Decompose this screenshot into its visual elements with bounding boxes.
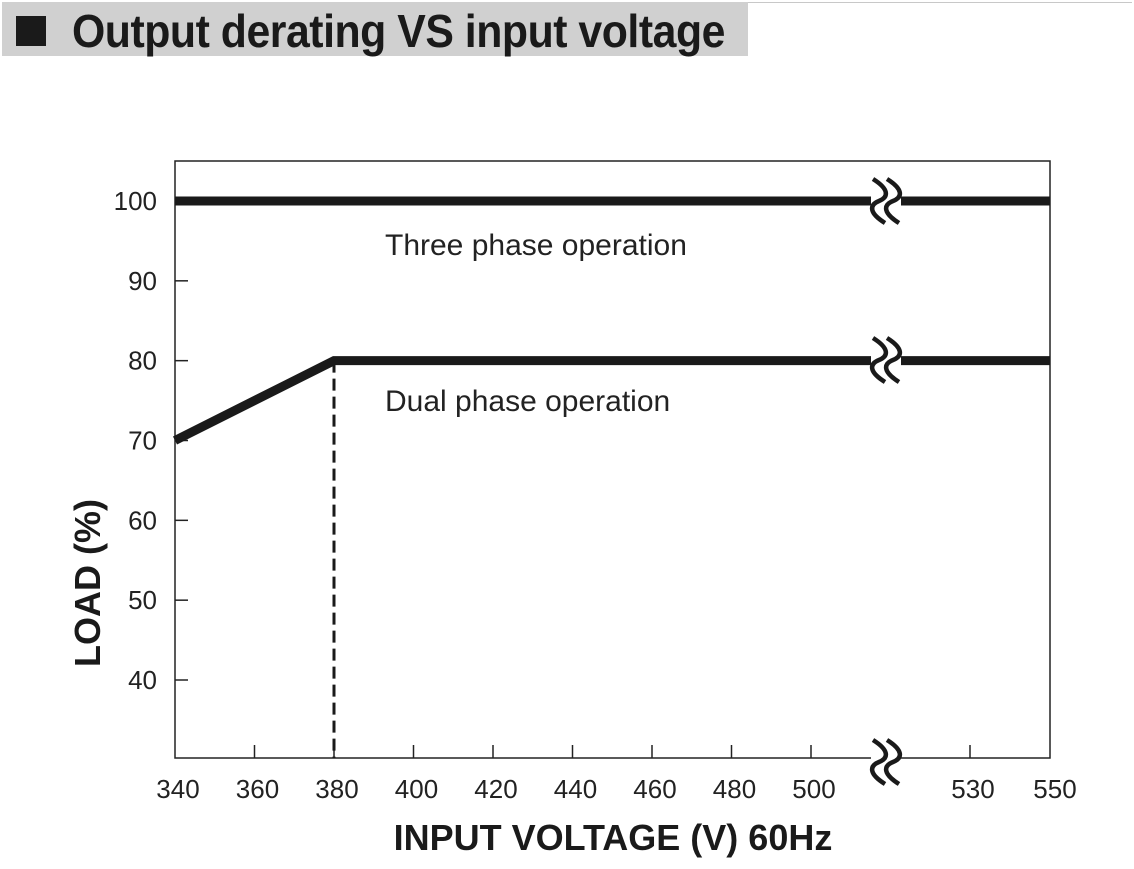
x-tick-label: 460 xyxy=(633,774,676,804)
x-tick-label: 480 xyxy=(713,774,756,804)
y-tick-label: 60 xyxy=(128,505,157,535)
y-axis-title: LOAD (%) xyxy=(67,499,108,667)
y-tick-label: 40 xyxy=(128,665,157,695)
x-tick-label: 360 xyxy=(236,774,279,804)
x-tick-label: 530 xyxy=(951,774,994,804)
axis-break-stroke xyxy=(884,738,902,786)
title-square-icon xyxy=(16,16,46,46)
axis-break-stroke xyxy=(870,177,888,225)
y-tick-label: 80 xyxy=(128,346,157,376)
x-tick-label: 340 xyxy=(156,774,199,804)
x-tick-label: 380 xyxy=(315,774,358,804)
axis-break-icon xyxy=(870,738,902,786)
axis-break-stroke xyxy=(884,177,902,225)
chart-title: Output derating VS input voltage xyxy=(72,5,725,57)
title-rule xyxy=(748,2,1132,3)
title-bar: Output derating VS input voltage xyxy=(2,2,748,57)
x-tick-label: 400 xyxy=(395,774,438,804)
y-tick-label: 70 xyxy=(128,426,157,456)
plot-frame xyxy=(174,160,1051,759)
y-tick-label: 50 xyxy=(128,585,157,615)
y-tick-label: 100 xyxy=(114,186,157,216)
axis-break-icon xyxy=(870,177,902,225)
x-tick-label: 550 xyxy=(1033,774,1076,804)
series-line-dual-phase xyxy=(172,356,1050,445)
x-tick-label: 440 xyxy=(554,774,597,804)
x-axis-title: INPUT VOLTAGE (V) 60Hz xyxy=(394,817,833,858)
x-tick-label: 420 xyxy=(474,774,517,804)
x-tick-label: 500 xyxy=(792,774,835,804)
axis-break-icon xyxy=(870,336,902,384)
axis-break-stroke xyxy=(870,336,888,384)
annotation-three-phase: Three phase operation xyxy=(385,229,687,262)
y-tick-label: 90 xyxy=(128,266,157,296)
axis-break-stroke xyxy=(870,738,888,786)
axis-break-stroke xyxy=(884,336,902,384)
annotation-dual-phase: Dual phase operation xyxy=(385,385,670,418)
